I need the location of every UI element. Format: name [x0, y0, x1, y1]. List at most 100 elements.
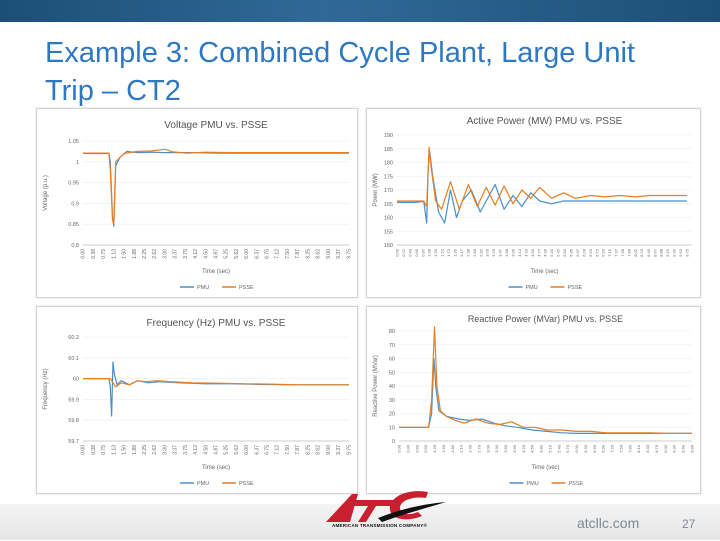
logo-t-shape — [350, 500, 396, 522]
x-tick-label: 6.37 — [254, 445, 260, 455]
frequency-chart: Frequency (Hz) PMU vs. PSSE 59.7 59.8 59.9 6… — [36, 306, 358, 494]
x-tick-label: 1.13 — [111, 249, 117, 259]
x-tick-label: 3.25 — [491, 248, 496, 257]
x-tick-label: 6.37 — [254, 249, 260, 259]
x-tick-label: 8.62 — [316, 445, 322, 455]
x-tick-label: 6.90 — [601, 444, 606, 453]
x-tick-label: 3.75 — [183, 249, 189, 259]
x-tick-label: 0.38 — [91, 249, 97, 259]
x-tick-label: 8.62 — [316, 249, 322, 259]
x-tick-label: 6.07 — [575, 248, 580, 257]
x-tick-label: 3.37 — [172, 445, 178, 455]
x-tick-label: 1.88 — [132, 249, 138, 259]
x-tick-label: 5.62 — [234, 249, 240, 259]
x-tick-label: 3.00 — [162, 445, 168, 455]
active-power-chart-svg: Active Power (MW) PMU vs. PSSE 150 155 160 1… — [373, 116, 692, 291]
legend-label: PSSE — [569, 481, 584, 487]
x-tick-label: 3.03 — [485, 248, 490, 257]
x-tick-label: 9.75 — [347, 249, 353, 259]
reactive-power-chart: Reactive Power (MVar) PMU vs. PSSE 0 10 20 3… — [366, 306, 701, 494]
x-tick-label: 4.87 — [213, 249, 219, 259]
x-tick-label: 2.38 — [465, 248, 470, 257]
x-tick-label: 6.93 — [601, 248, 606, 257]
footer-site[interactable]: atcllc.com — [577, 515, 640, 531]
x-tick-label: 7.20 — [610, 444, 615, 453]
x-tick-label: 5.70 — [565, 444, 570, 453]
x-tick-label: 0.60 — [414, 444, 419, 453]
x-tick-label: 9.32 — [672, 248, 677, 257]
y-tick-label: 185 — [384, 147, 393, 153]
chart-title: Voltage PMU vs. PSSE — [164, 120, 268, 131]
x-tick-label: 2.82 — [478, 248, 483, 257]
legend-label: PMU — [197, 481, 209, 487]
legend-label: PSSE — [239, 285, 254, 291]
y-tick-label: 160 — [384, 216, 393, 222]
x-tick-label: 4.80 — [539, 444, 544, 453]
x-tick-label: 5.10 — [547, 444, 552, 453]
x-tick-label: 5.85 — [568, 248, 573, 257]
y-tick-label: 0.95 — [68, 181, 79, 187]
x-tick-label: 2.40 — [468, 444, 473, 453]
logo-swoosh — [378, 502, 446, 522]
y-axis-label: Frequency (Hz) — [43, 368, 49, 409]
x-tick-label: 7.50 — [285, 249, 291, 259]
y-tick-label: 0.85 — [68, 222, 79, 228]
x-tick-label: 0.43 — [407, 248, 412, 257]
x-tick-label: 9.00 — [663, 444, 668, 453]
legend-label: PMU — [526, 285, 538, 291]
x-tick-label: 2.17 — [459, 248, 464, 257]
y-tick-label: 0.8 — [71, 243, 79, 249]
x-tick-label: 8.02 — [633, 248, 638, 257]
x-axis-label: Time (sec) — [202, 269, 230, 275]
y-tick-label: 50 — [389, 370, 395, 376]
y-tick-label: 165 — [384, 202, 393, 208]
x-tick-label: 1.73 — [446, 248, 451, 257]
logo-text: AMERICAN TRANSMISSION COMPANY® — [332, 523, 428, 528]
x-tick-label: 0.75 — [101, 249, 107, 259]
x-tick-label: 4.50 — [530, 444, 535, 453]
active-power-chart: Active Power (MW) PMU vs. PSSE 150 155 160 1… — [366, 108, 701, 298]
x-tick-label: 9.60 — [681, 444, 686, 453]
x-tick-label: 5.40 — [556, 444, 561, 453]
y-tick-label: 59.7 — [68, 439, 79, 445]
x-tick-label: 7.12 — [275, 445, 281, 455]
x-tick-label: 1.13 — [111, 445, 117, 455]
x-tick-label: 0.22 — [401, 248, 406, 257]
x-tick-label: 0.00 — [81, 249, 87, 259]
x-tick-label: 7.37 — [614, 248, 619, 257]
x-tick-label: 9.90 — [690, 444, 695, 453]
x-tick-label: 7.87 — [295, 249, 301, 259]
y-tick-label: 60.1 — [68, 356, 79, 362]
x-tick-label: 9.30 — [672, 444, 677, 453]
voltage-chart-svg: Voltage PMU vs. PSSE 0.8 0.85 0.9 0.95 1 1.05 0… — [43, 120, 353, 291]
x-tick-label: 2.60 — [472, 248, 477, 257]
x-tick-label: 2.25 — [142, 249, 148, 259]
x-tick-label: 8.40 — [645, 444, 650, 453]
x-tick-label: 1.30 — [433, 248, 438, 257]
y-tick-label: 80 — [389, 329, 395, 335]
y-tick-label: 60 — [73, 377, 79, 383]
y-tick-label: 180 — [384, 161, 393, 167]
x-tick-label: 1.50 — [121, 445, 127, 455]
chart-title: Frequency (Hz) PMU vs. PSSE — [147, 318, 286, 329]
y-tick-label: 60.2 — [68, 335, 79, 341]
x-axis-label: Time (sec) — [202, 465, 230, 471]
x-tick-label: 6.75 — [265, 249, 271, 259]
y-tick-label: 1 — [76, 160, 79, 166]
y-tick-label: 155 — [384, 229, 393, 235]
x-tick-label: 7.15 — [607, 248, 612, 257]
x-tick-label: 2.62 — [152, 249, 158, 259]
x-tick-label: 6.72 — [594, 248, 599, 257]
x-tick-label: 5.25 — [224, 249, 230, 259]
x-axis-label: Time (sec) — [531, 465, 559, 471]
y-tick-label: 59.9 — [68, 397, 79, 403]
y-tick-label: 59.8 — [68, 418, 79, 424]
x-tick-label: 3.60 — [503, 444, 508, 453]
x-tick-label: 8.10 — [636, 444, 641, 453]
y-tick-label: 20 — [389, 412, 395, 418]
x-tick-label: 5.63 — [562, 248, 567, 257]
x-tick-label: 5.62 — [234, 445, 240, 455]
x-tick-label: 0.90 — [423, 444, 428, 453]
page-number: 27 — [682, 517, 696, 531]
series-line-pmu — [399, 357, 692, 434]
